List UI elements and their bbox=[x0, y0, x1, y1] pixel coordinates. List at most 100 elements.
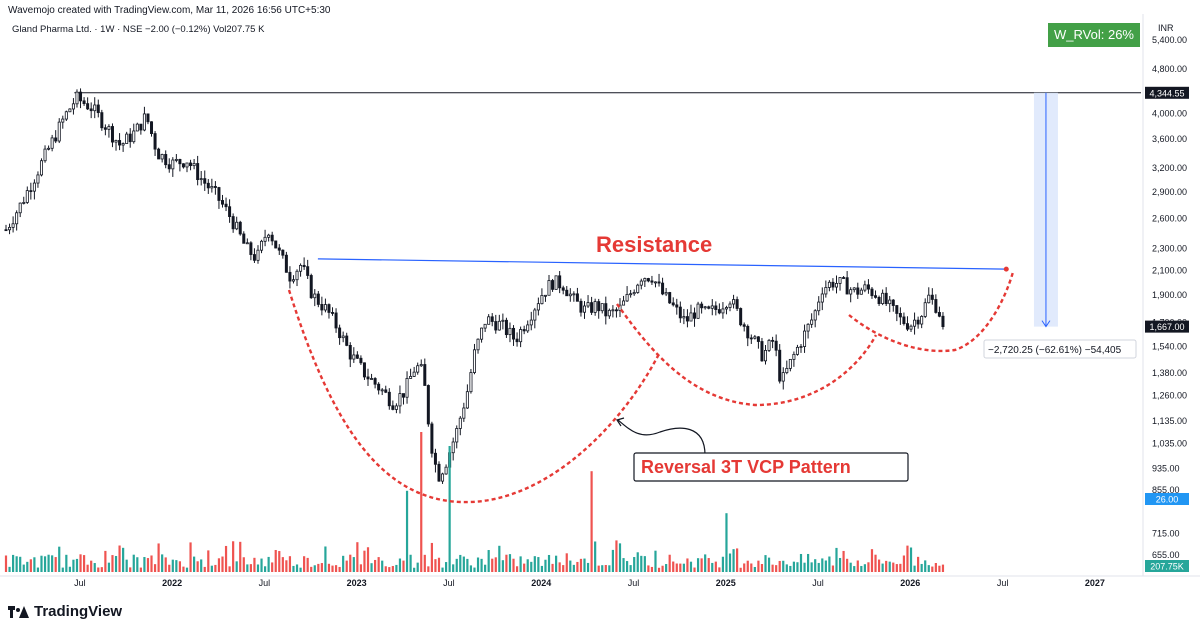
volume-bar bbox=[849, 562, 852, 572]
candle-body bbox=[121, 143, 125, 146]
candle-body bbox=[189, 162, 193, 167]
volume-bar bbox=[519, 556, 522, 572]
volume-bar bbox=[104, 550, 107, 572]
candle-body bbox=[249, 242, 253, 255]
volume-bar bbox=[90, 560, 93, 572]
volume-bar bbox=[111, 555, 114, 572]
candle-body bbox=[487, 316, 491, 325]
candle-body bbox=[614, 309, 618, 312]
volume-bar bbox=[267, 556, 270, 572]
candle-body bbox=[323, 304, 327, 311]
price-tick-label: 1,380.00 bbox=[1152, 368, 1187, 378]
volume-bar bbox=[189, 542, 192, 572]
candle-body bbox=[391, 405, 395, 410]
volume-bar bbox=[622, 558, 625, 572]
price-tick-label: 855.00 bbox=[1152, 485, 1180, 495]
volume-bar bbox=[381, 560, 384, 572]
volume-bar bbox=[668, 554, 671, 572]
candle-body bbox=[206, 182, 210, 189]
volume-bar bbox=[480, 558, 483, 572]
candle-body bbox=[181, 163, 185, 168]
volume-bar bbox=[334, 565, 338, 572]
volume-bar bbox=[484, 564, 487, 572]
volume-bar bbox=[153, 564, 157, 572]
vcp-cup-1 bbox=[287, 289, 662, 504]
candle-body bbox=[902, 316, 906, 325]
volume-bar bbox=[941, 564, 945, 572]
candle-body bbox=[103, 127, 107, 130]
candle-body bbox=[238, 221, 242, 235]
candle-body bbox=[362, 362, 366, 378]
volume-bar bbox=[590, 471, 593, 572]
candle-body bbox=[86, 103, 90, 110]
volume-bar bbox=[68, 566, 71, 572]
volume-bar bbox=[253, 557, 256, 572]
candle-body bbox=[753, 336, 757, 339]
tradingview-logo[interactable]: TradingView bbox=[8, 601, 122, 621]
candle-body bbox=[160, 154, 164, 160]
volume-bar bbox=[384, 566, 387, 572]
volume-bar bbox=[47, 554, 50, 572]
candle-body bbox=[412, 371, 416, 377]
volume-bar bbox=[562, 565, 565, 572]
candle-body bbox=[572, 293, 576, 296]
volume-bar bbox=[835, 547, 838, 572]
volume-bar bbox=[796, 562, 799, 572]
vcp-cup-3 bbox=[848, 271, 1015, 353]
volume-bar bbox=[434, 559, 437, 572]
volume-bar bbox=[416, 562, 419, 572]
candle-body bbox=[281, 249, 285, 256]
candle-body bbox=[433, 452, 437, 465]
volume-bar bbox=[193, 556, 196, 572]
volume-bar bbox=[806, 553, 810, 572]
candle-body bbox=[501, 319, 505, 322]
candle-body bbox=[575, 293, 579, 302]
volume-bar bbox=[611, 549, 614, 572]
candle-body bbox=[703, 306, 707, 309]
resistance-label: Resistance bbox=[596, 232, 712, 257]
candle-body bbox=[927, 294, 931, 304]
candle-body bbox=[316, 293, 320, 305]
volume-bar bbox=[803, 562, 806, 572]
candle-body bbox=[749, 337, 753, 340]
volume-bar bbox=[292, 565, 295, 572]
volume-bar bbox=[377, 557, 380, 572]
volume-bar bbox=[927, 565, 930, 572]
volume-bar bbox=[533, 556, 536, 572]
volume-bar bbox=[168, 564, 171, 572]
indicator-badge[interactable]: W_RVol: 26% bbox=[1048, 23, 1140, 47]
volume-bar bbox=[938, 565, 941, 572]
candle-body bbox=[338, 327, 342, 339]
candle-body bbox=[377, 383, 381, 391]
candle-body bbox=[792, 353, 796, 360]
volume-bar bbox=[792, 561, 795, 572]
candle-body bbox=[370, 378, 374, 380]
price-axis-marker bbox=[1145, 320, 1189, 333]
volume-bar bbox=[569, 560, 572, 572]
candle-body bbox=[739, 308, 743, 326]
pattern-label: Reversal 3T VCP Pattern bbox=[641, 457, 851, 477]
symbol-legend[interactable]: Gland Pharma Ltd. · 1W · NSE −2.00 (−0.1… bbox=[12, 24, 265, 35]
candle-body bbox=[735, 299, 739, 309]
candle-body bbox=[288, 271, 292, 282]
candle-body bbox=[930, 294, 934, 300]
candle-body bbox=[419, 364, 423, 367]
price-tick-label: 4,800.00 bbox=[1152, 64, 1187, 74]
candle-body bbox=[384, 389, 388, 393]
volume-bar bbox=[97, 567, 100, 572]
price-tick-label: 3,600.00 bbox=[1152, 134, 1187, 144]
candle-body bbox=[455, 428, 459, 443]
volume-bar bbox=[689, 561, 693, 572]
candle-body bbox=[405, 378, 409, 398]
candle-body bbox=[25, 190, 29, 203]
candle-body bbox=[110, 126, 114, 143]
volume-bar bbox=[760, 564, 764, 572]
candle-body bbox=[458, 417, 462, 429]
volume-bar bbox=[388, 567, 391, 572]
volume-bar bbox=[920, 563, 923, 572]
candle-body bbox=[895, 305, 899, 314]
vcp-cup-2 bbox=[616, 303, 878, 407]
volume-bar bbox=[459, 554, 462, 572]
volume-bar bbox=[235, 561, 238, 572]
